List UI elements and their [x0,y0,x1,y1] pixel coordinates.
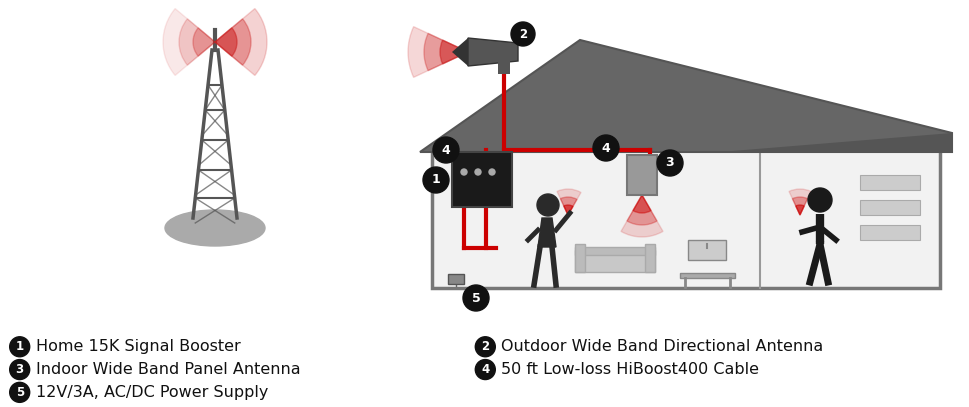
Polygon shape [719,133,951,152]
Text: 50 ft Low-loss HiBoost400 Cable: 50 ft Low-loss HiBoost400 Cable [501,362,759,377]
Circle shape [537,194,558,216]
Wedge shape [795,205,803,215]
Text: 4: 4 [441,144,450,157]
Wedge shape [163,9,215,75]
Wedge shape [440,40,467,64]
Bar [687,240,725,260]
Bar [575,247,654,255]
Polygon shape [420,40,951,152]
Wedge shape [620,195,663,237]
Text: 12V/3A, AC/DC Power Supply: 12V/3A, AC/DC Power Supply [36,385,267,400]
Wedge shape [563,205,573,215]
Polygon shape [538,218,555,247]
Bar [860,200,919,215]
Wedge shape [633,195,650,213]
Bar [575,250,654,272]
Wedge shape [792,197,807,215]
Bar [452,152,512,207]
Text: 4: 4 [601,142,610,155]
Text: Home 15K Signal Booster: Home 15K Signal Booster [36,339,240,354]
Text: 2: 2 [518,28,526,41]
Text: 1: 1 [431,173,440,186]
Circle shape [656,150,682,176]
Text: Outdoor Wide Band Directional Antenna: Outdoor Wide Band Directional Antenna [501,339,823,354]
Ellipse shape [165,210,265,246]
Circle shape [475,359,495,380]
Bar [679,273,735,278]
Circle shape [10,337,30,357]
Text: 3: 3 [16,363,23,376]
Wedge shape [215,9,266,75]
Polygon shape [431,148,939,288]
Circle shape [807,188,831,212]
Wedge shape [408,26,467,77]
Text: 1: 1 [16,340,23,353]
Circle shape [511,22,535,46]
Bar [448,274,463,284]
Text: 4: 4 [481,363,489,376]
Circle shape [460,169,466,175]
Bar [575,244,584,272]
Text: 2: 2 [481,340,488,353]
Polygon shape [452,38,467,66]
Wedge shape [215,28,236,56]
Circle shape [10,359,30,380]
Bar [644,244,654,272]
Wedge shape [788,189,810,215]
Bar [626,155,656,195]
Bar [860,225,919,240]
Circle shape [592,135,618,161]
Polygon shape [467,38,517,66]
Circle shape [432,137,458,163]
Circle shape [475,169,481,175]
Wedge shape [193,28,215,56]
Circle shape [462,285,488,311]
Text: Indoor Wide Band Panel Antenna: Indoor Wide Band Panel Antenna [36,362,300,377]
Text: 5: 5 [16,386,24,399]
Wedge shape [215,19,251,65]
Bar [497,59,510,74]
Wedge shape [626,195,656,225]
Text: 5: 5 [471,291,480,304]
Circle shape [488,169,494,175]
Wedge shape [179,19,215,65]
Circle shape [475,337,495,357]
Bar [860,175,919,190]
Circle shape [10,382,30,403]
Text: 3: 3 [665,157,673,169]
Wedge shape [556,189,580,215]
Wedge shape [560,197,577,215]
Wedge shape [423,33,467,70]
Circle shape [422,167,449,193]
